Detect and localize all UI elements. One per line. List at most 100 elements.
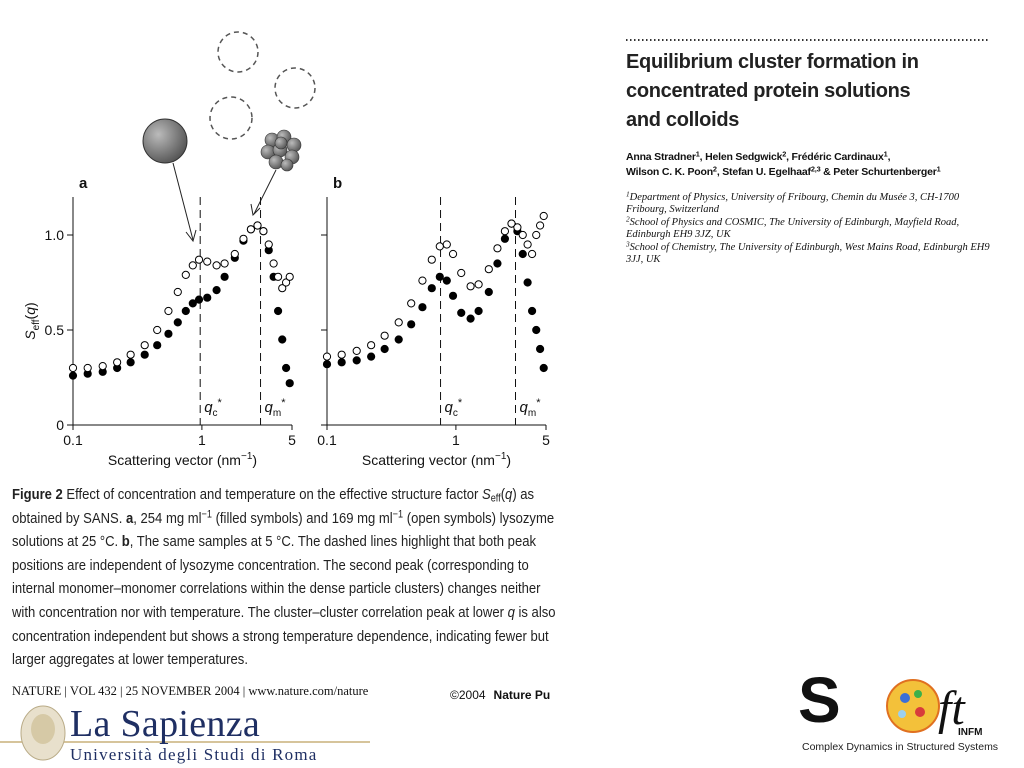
text-run: 1 <box>695 149 700 159</box>
data-point <box>230 249 239 259</box>
x-axis-label: Scattering vector (nm−1) <box>362 451 511 468</box>
data-point <box>239 234 248 243</box>
data-point <box>500 234 510 243</box>
text-run: a <box>126 509 134 527</box>
data-point <box>269 259 278 268</box>
text-run: q <box>520 399 529 416</box>
data-point <box>448 291 458 300</box>
logo-infm: INFM <box>958 727 982 738</box>
data-point <box>220 259 229 268</box>
text-run: * <box>218 397 223 409</box>
panel-label: a <box>79 175 88 192</box>
publisher: Nature Pu <box>493 688 551 702</box>
data-point <box>427 255 436 264</box>
x-tick-label: 5 <box>542 432 550 448</box>
data-point <box>536 344 545 354</box>
article-title: Equilibrium cluster formation in concentr… <box>626 48 919 135</box>
data-point <box>352 346 361 355</box>
data-point <box>466 314 475 323</box>
text-run: & Peter Schurtenberger <box>820 166 937 178</box>
data-point <box>484 265 493 274</box>
text-run: Department of Physics, University of Fri… <box>626 192 960 216</box>
dashed-sphere <box>274 67 316 109</box>
data-point <box>278 335 287 344</box>
data-point <box>140 350 149 359</box>
title-line: concentrated protein solutions <box>626 80 911 102</box>
text-run: q <box>507 603 515 621</box>
arrows <box>172 162 277 243</box>
text-run: Effect of concentration and temperature … <box>62 486 482 503</box>
text-run: Figure 2 <box>12 486 63 503</box>
data-point <box>282 363 291 373</box>
text-run: , Stefan U. Egelhaaf <box>716 166 811 178</box>
text-run: (filled symbols) and 169 mg ml <box>211 509 393 527</box>
data-point <box>418 276 427 285</box>
x-tick-label: 1 <box>452 432 460 448</box>
data-point <box>407 320 416 329</box>
peak-label: qc* <box>204 397 222 419</box>
data-point <box>259 227 268 236</box>
peak-label: qm* <box>520 397 542 419</box>
data-point <box>442 240 451 249</box>
text-run: Scattering vector (nm <box>108 452 241 468</box>
text-run: is also concentration independent but sh… <box>12 603 556 669</box>
soft-logo: S ft INFM <box>798 664 982 738</box>
text-run: S <box>481 486 491 503</box>
text-run: −1 <box>241 451 253 462</box>
data-point <box>380 331 389 340</box>
y-axis-label: Seff(q) <box>22 302 42 339</box>
illustration <box>209 31 316 140</box>
data-point <box>394 318 403 327</box>
x-tick-label: 0.1 <box>317 432 337 448</box>
data-point <box>126 350 135 359</box>
text-run: 3 <box>626 238 630 248</box>
logo-s: S <box>798 664 841 736</box>
logo-caption: Complex Dynamics in Structured Systems <box>802 741 999 753</box>
peak-label: qm* <box>265 397 287 419</box>
text-run: −1 <box>201 508 212 521</box>
text-run: * <box>281 397 286 409</box>
data-point <box>418 303 427 312</box>
text-run: q <box>445 399 454 416</box>
x-tick-label: 1 <box>198 432 206 448</box>
data-point <box>442 276 451 285</box>
text-run: q <box>22 307 38 315</box>
affiliation: 2School of Physics and COSMIC, The Unive… <box>626 214 998 242</box>
text-run: , <box>887 151 891 163</box>
data-point <box>273 272 283 281</box>
text-run: , Helen Sedgwick <box>699 151 783 163</box>
affiliation: 3School of Chemistry, The University of … <box>626 238 998 267</box>
text-run: c <box>453 408 458 419</box>
text-run: 2 <box>626 214 630 224</box>
y-tick-label: 0 <box>56 417 64 433</box>
title-line: Equilibrium cluster formation in <box>626 51 919 73</box>
y-tick-label: 0.5 <box>45 322 65 338</box>
text-run: * <box>536 397 541 409</box>
data-point <box>518 249 527 259</box>
text-run: ) <box>252 452 257 468</box>
data-point <box>337 350 346 359</box>
data-point <box>394 335 403 344</box>
university-subtitle: Università degli Studi di Roma <box>70 745 318 764</box>
data-point <box>380 344 389 354</box>
data-point <box>68 363 78 373</box>
text-run: 2,3 <box>810 164 821 174</box>
data-point <box>532 230 541 240</box>
text-run: Anna Stradner <box>626 151 696 163</box>
text-run: b <box>121 533 130 551</box>
data-point <box>68 371 78 380</box>
data-point <box>532 325 541 335</box>
data-point <box>282 278 291 287</box>
text-run: , 254 mg ml <box>133 509 202 527</box>
text-run: eff <box>31 319 42 330</box>
data-point <box>181 270 190 279</box>
text-run: q <box>204 399 213 416</box>
logo-ft: ft <box>938 682 966 735</box>
data-point <box>500 227 510 236</box>
data-point <box>278 284 287 293</box>
data-point <box>203 257 212 266</box>
data-point <box>322 352 332 361</box>
authors: Anna Stradner1, Helen Sedgwick2, Frédéri… <box>626 150 941 180</box>
data-point <box>126 358 135 367</box>
